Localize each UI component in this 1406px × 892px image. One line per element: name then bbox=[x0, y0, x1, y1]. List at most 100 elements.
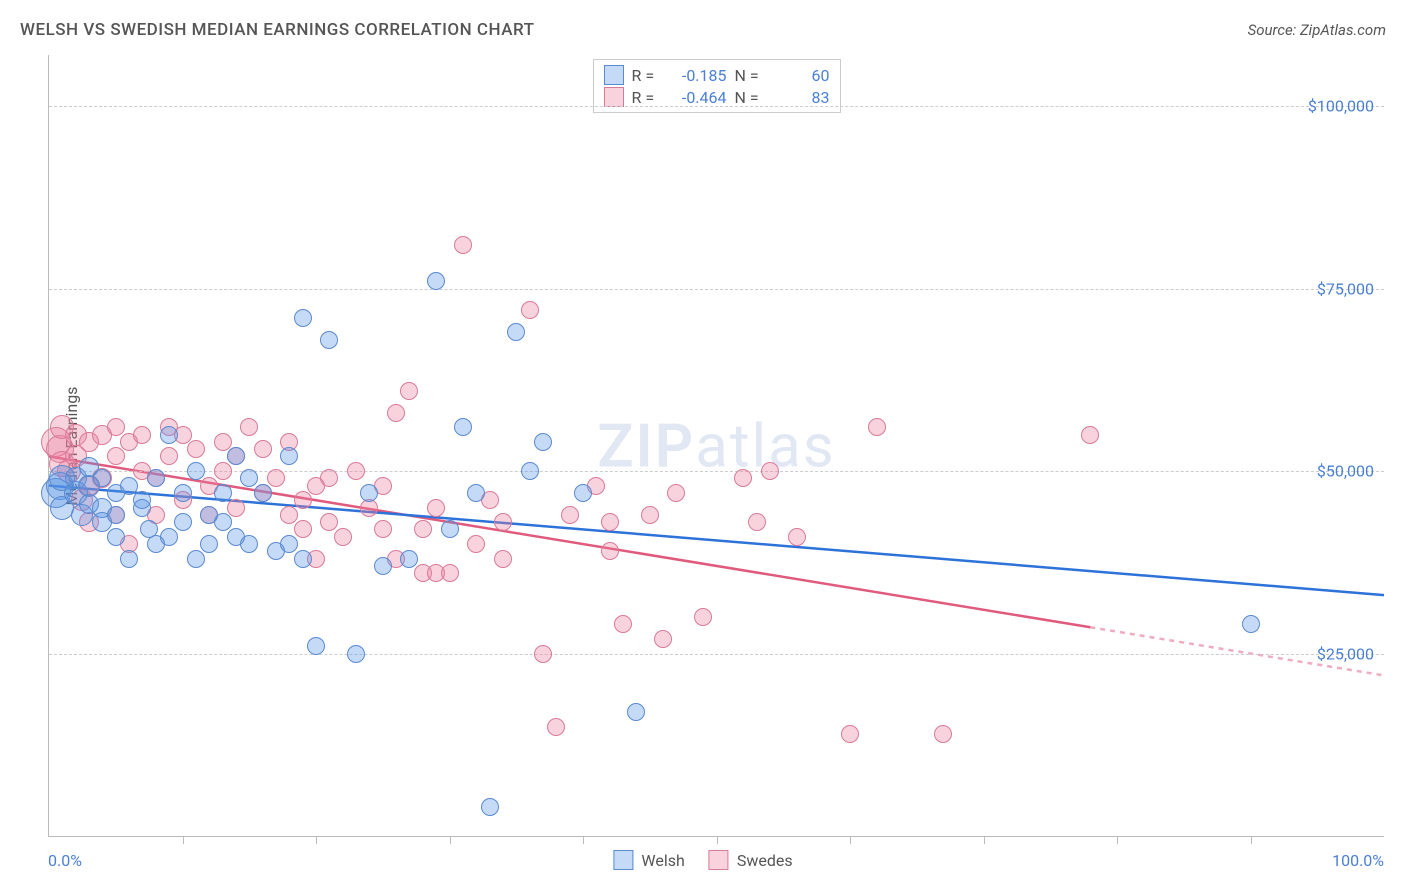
n-label: N = bbox=[735, 88, 767, 107]
scatter-point-swedes bbox=[654, 630, 672, 648]
scatter-point-welsh bbox=[521, 462, 539, 480]
scatter-point-swedes bbox=[133, 426, 151, 444]
scatter-point-swedes bbox=[387, 404, 405, 422]
scatter-point-swedes bbox=[868, 418, 886, 436]
chart-title: WELSH VS SWEDISH MEDIAN EARNINGS CORRELA… bbox=[20, 20, 535, 40]
scatter-point-swedes bbox=[694, 608, 712, 626]
scatter-point-swedes bbox=[547, 718, 565, 736]
scatter-point-swedes bbox=[601, 542, 619, 560]
scatter-point-swedes bbox=[601, 513, 619, 531]
scatter-point-welsh bbox=[1242, 615, 1260, 633]
swatch-welsh bbox=[604, 65, 624, 85]
scatter-point-swedes bbox=[641, 506, 659, 524]
scatter-point-swedes bbox=[320, 469, 338, 487]
scatter-point-welsh bbox=[200, 535, 218, 553]
scatter-point-welsh bbox=[214, 513, 232, 531]
scatter-point-welsh bbox=[294, 550, 312, 568]
x-tick bbox=[1117, 836, 1118, 844]
scatter-point-welsh bbox=[347, 645, 365, 663]
scatter-point-swedes bbox=[107, 418, 125, 436]
swatch-swedes bbox=[604, 87, 624, 107]
source-label: Source: ZipAtlas.com bbox=[1248, 21, 1386, 39]
scatter-point-swedes bbox=[347, 462, 365, 480]
y-tick-label: $50,000 bbox=[1317, 462, 1374, 481]
legend-item-swedes: Swedes bbox=[709, 850, 793, 870]
x-tick bbox=[850, 836, 851, 844]
scatter-point-swedes bbox=[427, 499, 445, 517]
scatter-point-welsh bbox=[240, 469, 258, 487]
scatter-point-swedes bbox=[734, 469, 752, 487]
n-value: 83 bbox=[775, 88, 830, 107]
x-tick bbox=[450, 836, 451, 844]
r-label: R = bbox=[632, 66, 664, 85]
scatter-point-welsh bbox=[120, 550, 138, 568]
scatter-point-swedes bbox=[214, 462, 232, 480]
chart-plot-area: ZIPatlas R = -0.185 N = 60 R = -0.464 N … bbox=[48, 55, 1384, 837]
scatter-point-welsh bbox=[280, 447, 298, 465]
scatter-point-welsh bbox=[574, 484, 592, 502]
scatter-point-swedes bbox=[841, 725, 859, 743]
scatter-point-welsh bbox=[120, 477, 138, 495]
scatter-point-welsh bbox=[467, 484, 485, 502]
scatter-point-welsh bbox=[174, 484, 192, 502]
scatter-point-swedes bbox=[561, 506, 579, 524]
scatter-point-welsh bbox=[254, 484, 272, 502]
x-tick bbox=[583, 836, 584, 844]
gridline bbox=[49, 289, 1384, 290]
scatter-point-swedes bbox=[454, 236, 472, 254]
x-axis-min-label: 0.0% bbox=[48, 851, 82, 870]
scatter-point-welsh bbox=[214, 484, 232, 502]
scatter-point-welsh bbox=[627, 703, 645, 721]
scatter-point-welsh bbox=[427, 272, 445, 290]
r-value: -0.185 bbox=[672, 66, 727, 85]
scatter-point-swedes bbox=[227, 499, 245, 517]
scatter-point-welsh bbox=[133, 491, 151, 509]
scatter-point-welsh bbox=[374, 557, 392, 575]
scatter-point-swedes bbox=[414, 520, 432, 538]
scatter-point-swedes bbox=[267, 469, 285, 487]
gridline bbox=[49, 654, 1384, 655]
r-label: R = bbox=[632, 88, 664, 107]
scatter-point-swedes bbox=[441, 564, 459, 582]
scatter-point-welsh bbox=[534, 433, 552, 451]
scatter-point-welsh bbox=[107, 528, 125, 546]
scatter-point-welsh bbox=[294, 309, 312, 327]
legend-label-welsh: Welsh bbox=[641, 851, 684, 870]
x-tick bbox=[984, 836, 985, 844]
scatter-point-welsh bbox=[107, 506, 125, 524]
scatter-point-welsh bbox=[93, 469, 111, 487]
scatter-point-welsh bbox=[360, 484, 378, 502]
legend-item-welsh: Welsh bbox=[613, 850, 684, 870]
scatter-point-welsh bbox=[320, 331, 338, 349]
scatter-point-swedes bbox=[294, 491, 312, 509]
scatter-point-welsh bbox=[280, 535, 298, 553]
scatter-point-welsh bbox=[400, 550, 418, 568]
r-value: -0.464 bbox=[672, 88, 727, 107]
scatter-point-swedes bbox=[788, 528, 806, 546]
x-tick bbox=[183, 836, 184, 844]
scatter-point-swedes bbox=[214, 433, 232, 451]
gridline bbox=[49, 106, 1384, 107]
scatter-point-swedes bbox=[160, 447, 178, 465]
scatter-point-welsh bbox=[441, 520, 459, 538]
chart-header: WELSH VS SWEDISH MEDIAN EARNINGS CORRELA… bbox=[20, 20, 1386, 40]
scatter-point-welsh bbox=[240, 535, 258, 553]
scatter-point-swedes bbox=[240, 418, 258, 436]
n-value: 60 bbox=[775, 66, 830, 85]
swatch-welsh bbox=[613, 850, 633, 870]
scatter-point-welsh bbox=[507, 323, 525, 341]
swatch-swedes bbox=[709, 850, 729, 870]
scatter-point-swedes bbox=[374, 520, 392, 538]
legend-row-welsh: R = -0.185 N = 60 bbox=[604, 64, 830, 86]
scatter-point-welsh bbox=[147, 469, 165, 487]
scatter-point-swedes bbox=[107, 447, 125, 465]
scatter-point-swedes bbox=[521, 301, 539, 319]
trend-lines bbox=[49, 55, 1384, 836]
legend-row-swedes: R = -0.464 N = 83 bbox=[604, 86, 830, 108]
series-legend: Welsh Swedes bbox=[613, 850, 792, 870]
scatter-point-welsh bbox=[187, 550, 205, 568]
scatter-point-swedes bbox=[320, 513, 338, 531]
n-label: N = bbox=[735, 66, 767, 85]
scatter-point-swedes bbox=[334, 528, 352, 546]
legend-label-swedes: Swedes bbox=[737, 851, 793, 870]
